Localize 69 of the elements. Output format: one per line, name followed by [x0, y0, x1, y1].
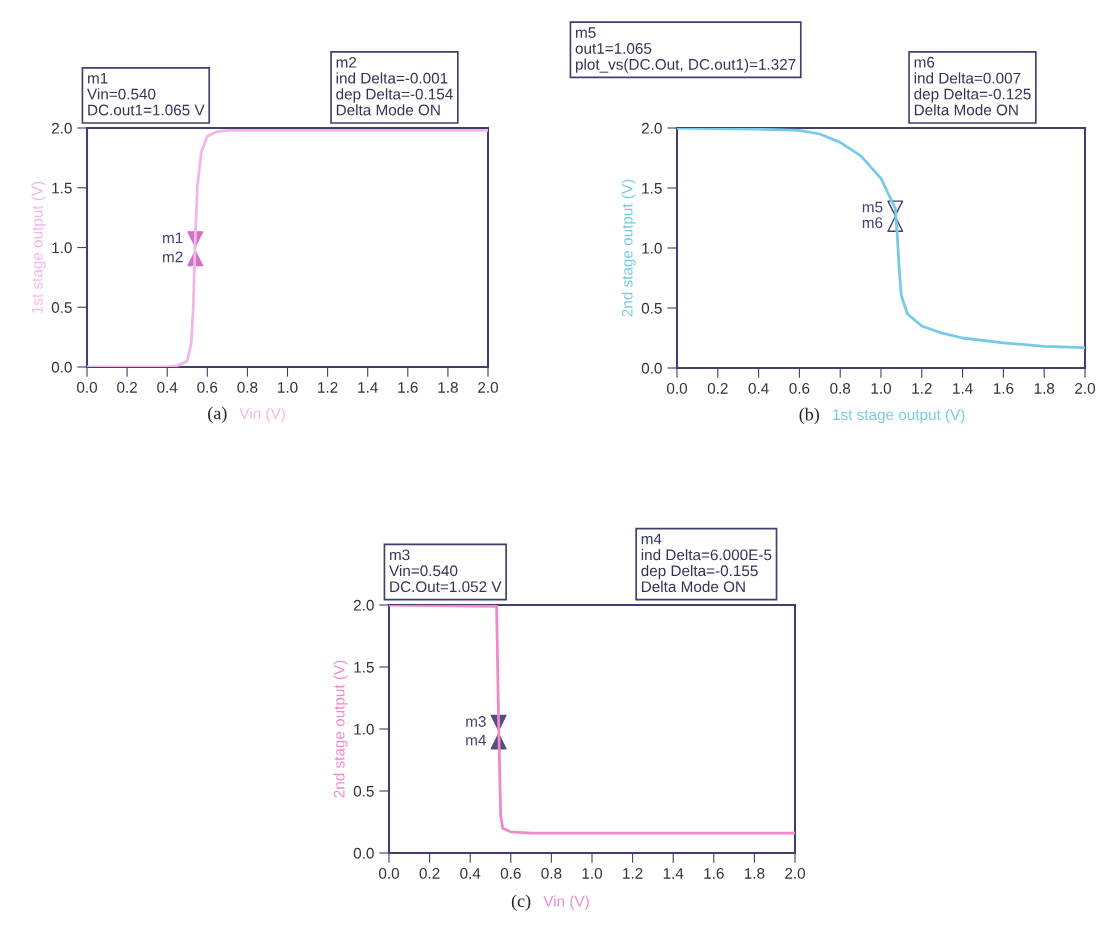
x-tick-label: 1.8	[744, 867, 765, 879]
x-axis-title: Vin (V)	[543, 895, 589, 910]
x-tick-label: 1.0	[278, 381, 298, 393]
x-tick-label: 1.4	[358, 382, 378, 393]
x-tick-label: 2.0	[1075, 382, 1096, 394]
x-tick-label: 0.0	[666, 382, 688, 394]
x-tick-label: 1.0	[582, 867, 603, 879]
text: m5 out1=1.065 plot_vs(DC.Out, DC.out1)=1.327	[575, 27, 796, 73]
series-label: m1	[163, 232, 183, 244]
x-tick-label: 0.6	[789, 382, 810, 394]
x-tick-label: 1.8	[1034, 382, 1055, 394]
series-label: m5	[862, 201, 883, 213]
series-label: m4	[466, 734, 486, 746]
text: m6 ind Delta=0.007 dep Delta=-0.125 Delta Mode ON	[914, 56, 1031, 116]
x-tick-label: 2.0	[478, 381, 499, 393]
text: m2 ind Delta=-0.001 dep Delta=-0.154 Delta Mode ON	[336, 56, 453, 116]
x-tick-label: 0.2	[419, 867, 440, 879]
y-tick-label: 1.5	[642, 183, 662, 194]
x-tick-label: 0.4	[748, 382, 769, 394]
y-axis-title: 2nd stage output (V)	[621, 179, 636, 317]
x-tick-label: 1.2	[318, 381, 338, 393]
text: (b)	[799, 407, 820, 425]
x-tick-label: 1.6	[704, 867, 724, 879]
y-tick-label: 0.0	[51, 361, 72, 373]
x-tick-label: 2.0	[785, 867, 806, 879]
x-tick-label: 1.4	[953, 383, 973, 394]
x-tick-label: 0.2	[707, 382, 728, 394]
x-tick-label: 0.8	[541, 867, 562, 879]
x-tick-label: 1.0	[871, 382, 892, 394]
x-tick-label: 1.4	[663, 868, 684, 879]
x-tick-label: 0.2	[117, 381, 137, 393]
y-tick-label: 2.0	[353, 599, 374, 611]
text: (c)	[511, 894, 531, 911]
text: m4 ind Delta=6.000E-5 dep Delta=-0.155 Delta Mode ON	[641, 533, 772, 593]
y-tick-label: 1.0	[52, 242, 72, 254]
x-tick-label: 0.8	[830, 382, 851, 394]
x-tick-label: 1.2	[912, 382, 932, 394]
y-axis-title: 2nd stage output (V)	[333, 660, 348, 798]
y-tick-label: 0.0	[641, 362, 662, 374]
y-tick-label: 1.0	[354, 723, 374, 735]
y-tick-label: 0.5	[51, 302, 72, 313]
y-tick-label: 0.5	[641, 302, 662, 314]
x-tick-label: 1.8	[438, 381, 458, 393]
x-tick-label: 0.4	[157, 381, 178, 393]
x-tick-label: 1.6	[993, 382, 1014, 394]
y-tick-label: 1.0	[642, 242, 662, 254]
x-tick-label: 0.0	[378, 867, 400, 879]
y-tick-label: 1.5	[354, 662, 374, 673]
series-label: m3	[466, 716, 486, 727]
x-tick-label: 0.8	[237, 381, 258, 393]
x-tick-label: 0.6	[197, 381, 218, 393]
x-axis-title: 1st stage output (V)	[833, 408, 965, 424]
y-tick-label: 2.0	[51, 122, 72, 134]
text: (a)	[208, 406, 227, 423]
text: m1 Vin=0.540 DC.out1=1.065 V	[87, 72, 205, 116]
x-tick-label: 0.4	[460, 867, 481, 879]
y-tick-label: 0.5	[353, 785, 374, 797]
x-tick-label: 1.6	[398, 381, 418, 393]
y-tick-label: 2.0	[641, 122, 662, 134]
y-axis-title: 1st stage output (V)	[31, 181, 46, 313]
y-tick-label: 0.0	[353, 847, 374, 859]
series-label: m6	[862, 217, 883, 229]
x-tick-label: 1.2	[623, 867, 643, 879]
text: m3 Vin=0.540 DC.Out=1.052 V	[389, 549, 502, 593]
y-tick-label: 1.5	[52, 182, 72, 194]
series-label: m2	[163, 251, 183, 263]
x-tick-label: 0.0	[76, 381, 98, 393]
x-tick-label: 0.6	[500, 867, 521, 879]
x-axis-title: Vin (V)	[239, 407, 285, 422]
